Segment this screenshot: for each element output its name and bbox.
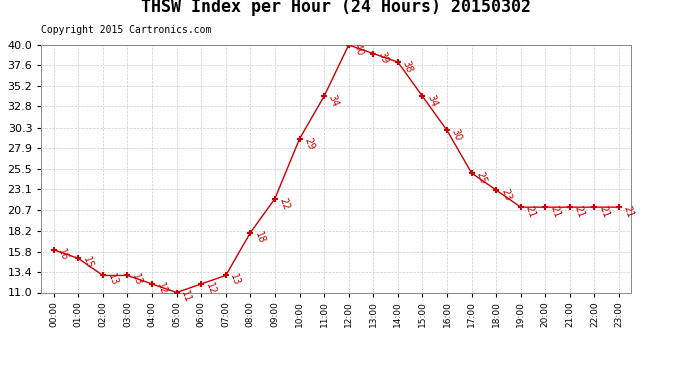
Text: 13: 13 [106, 273, 119, 288]
Text: 16: 16 [57, 247, 70, 262]
Text: 22: 22 [277, 196, 291, 211]
Text: 40: 40 [351, 42, 365, 57]
Text: 30: 30 [450, 128, 464, 142]
Text: 12: 12 [204, 281, 217, 296]
Title: THSW Index per Hour (24 Hours) 20150302: THSW Index per Hour (24 Hours) 20150302 [141, 0, 531, 16]
Text: 21: 21 [548, 204, 562, 219]
Text: 21: 21 [573, 204, 586, 219]
Text: 34: 34 [425, 93, 439, 108]
Text: Copyright 2015 Cartronics.com: Copyright 2015 Cartronics.com [41, 25, 212, 35]
Text: 15: 15 [81, 256, 95, 271]
Text: 12: 12 [155, 281, 168, 296]
Text: 39: 39 [376, 51, 390, 66]
Text: 34: 34 [327, 93, 340, 108]
Text: 18: 18 [253, 230, 267, 245]
Text: 23: 23 [499, 187, 513, 202]
Text: 29: 29 [302, 136, 316, 151]
Text: 11: 11 [179, 290, 193, 304]
Text: 21: 21 [622, 204, 635, 219]
Text: 38: 38 [401, 59, 414, 74]
Text: 13: 13 [130, 273, 144, 288]
Text: 21: 21 [598, 204, 611, 219]
Text: 13: 13 [228, 273, 242, 288]
Text: 21: 21 [524, 204, 537, 219]
Text: 25: 25 [474, 170, 488, 185]
